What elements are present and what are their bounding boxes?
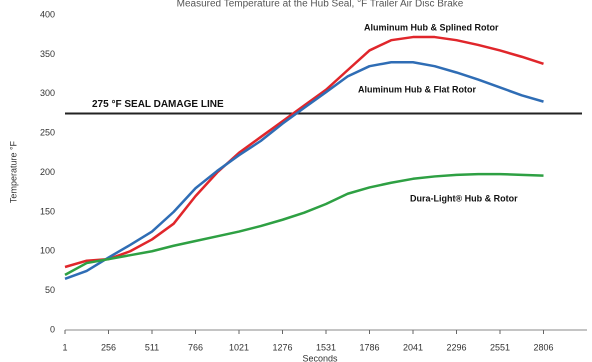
y-tick-label: 0 (50, 324, 55, 334)
x-tick-label: 766 (188, 342, 203, 352)
y-tick-label: 200 (40, 167, 55, 177)
series-label: Dura-Light® Hub & Rotor (410, 193, 518, 203)
series-line (64, 172, 544, 276)
x-tick-label: 1786 (359, 342, 379, 352)
chart-title: Measured Temperature at the Hub Seal, °F… (177, 0, 464, 10)
x-tick-label: 2806 (533, 342, 553, 352)
seal-damage-label: 275 °F SEAL DAMAGE LINE (92, 99, 224, 110)
x-axis-label: Seconds (302, 353, 338, 362)
y-tick-label: 400 (40, 9, 55, 19)
x-tick-label: 2296 (446, 342, 466, 352)
series-line (64, 35, 544, 269)
y-tick-label: 350 (40, 49, 55, 59)
y-tick-label: 250 (40, 128, 55, 138)
x-tick-label: 511 (145, 342, 159, 352)
x-tick-label: 1021 (229, 342, 249, 352)
y-tick-label: 50 (45, 285, 55, 295)
x-tick-label: 1531 (316, 342, 336, 352)
series-line (64, 61, 544, 280)
x-tick-label: 2041 (403, 342, 423, 352)
x-tick-label: 1 (62, 342, 67, 352)
series-label: Aluminum Hub & Splined Rotor (364, 22, 499, 32)
y-axis-label: Temperature °F (8, 140, 18, 203)
y-tick-label: 300 (40, 88, 55, 98)
series-label: Aluminum Hub & Flat Rotor (358, 84, 476, 94)
x-tick-label: 2551 (490, 342, 510, 352)
x-tick-label: 1276 (272, 342, 292, 352)
y-tick-label: 100 (40, 246, 55, 256)
x-tick-label: 256 (101, 342, 116, 352)
y-tick-label: 150 (40, 206, 55, 216)
